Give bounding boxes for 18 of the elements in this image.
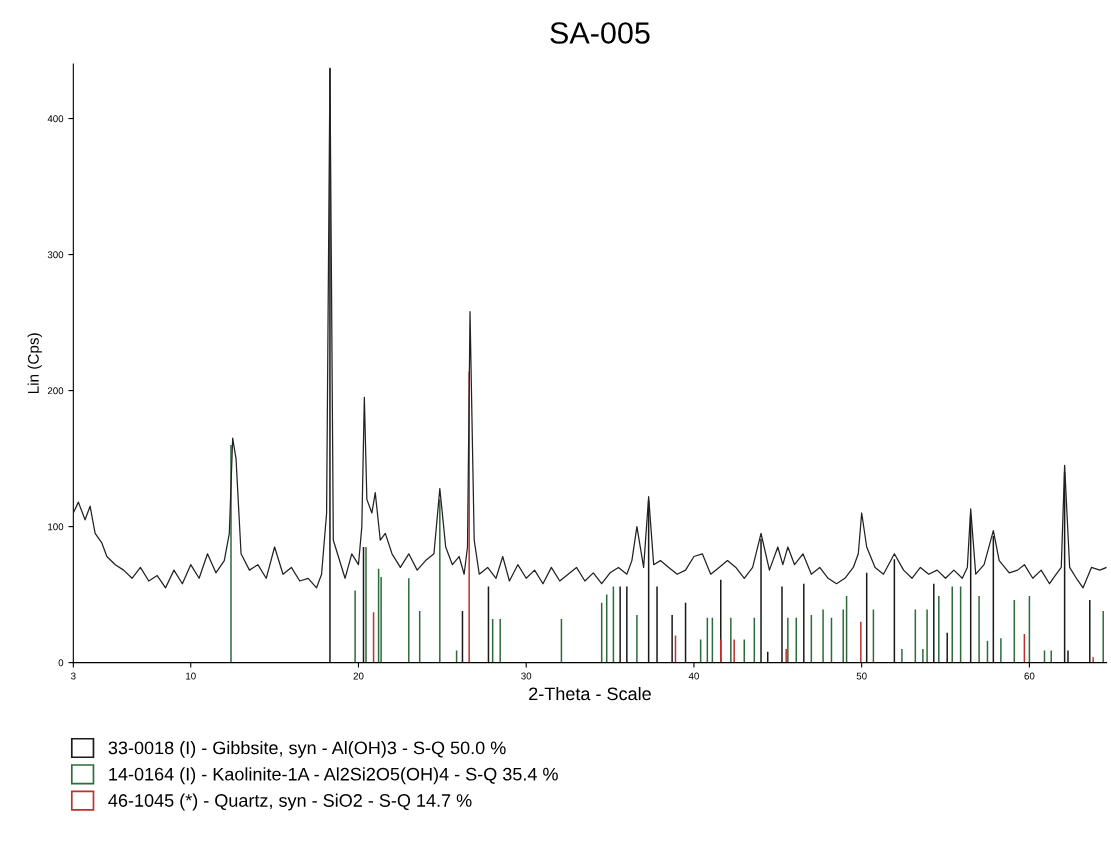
y-tick-label: 400 [47,115,64,123]
x-axis-title: 2-Theta - Scale [529,686,651,701]
x-tick-label: 50 [856,672,867,680]
legend-label: 33-0018 (I) - Gibbsite, syn - Al(OH)3 - S-Q 50.0 % [108,740,506,758]
chart-title: SA-005 [550,22,650,44]
y-tick-label: 100 [48,523,64,531]
x-tick-label: 3 [70,672,76,680]
y-tick-label: 300 [47,251,64,259]
y-axis-title: Lin (Cps) [27,333,42,394]
legend-label: 14-0164 (I) - Kaolinite-1A - Al2Si2O5(OH)4 - S-Q 35.4 % [109,767,558,785]
x-tick-label: 20 [353,672,364,680]
x-tick-label: 60 [1024,672,1035,680]
y-tick-label: 0 [58,659,64,667]
y-tick-label: 200 [47,387,64,395]
x-tick-label: 40 [688,672,699,680]
x-tick-label: 30 [521,672,532,680]
legend-label: 46-1045 (*) - Quartz, syn - SiO2 - S-Q 14.7 % [108,793,472,811]
x-tick-label: 10 [186,672,196,680]
